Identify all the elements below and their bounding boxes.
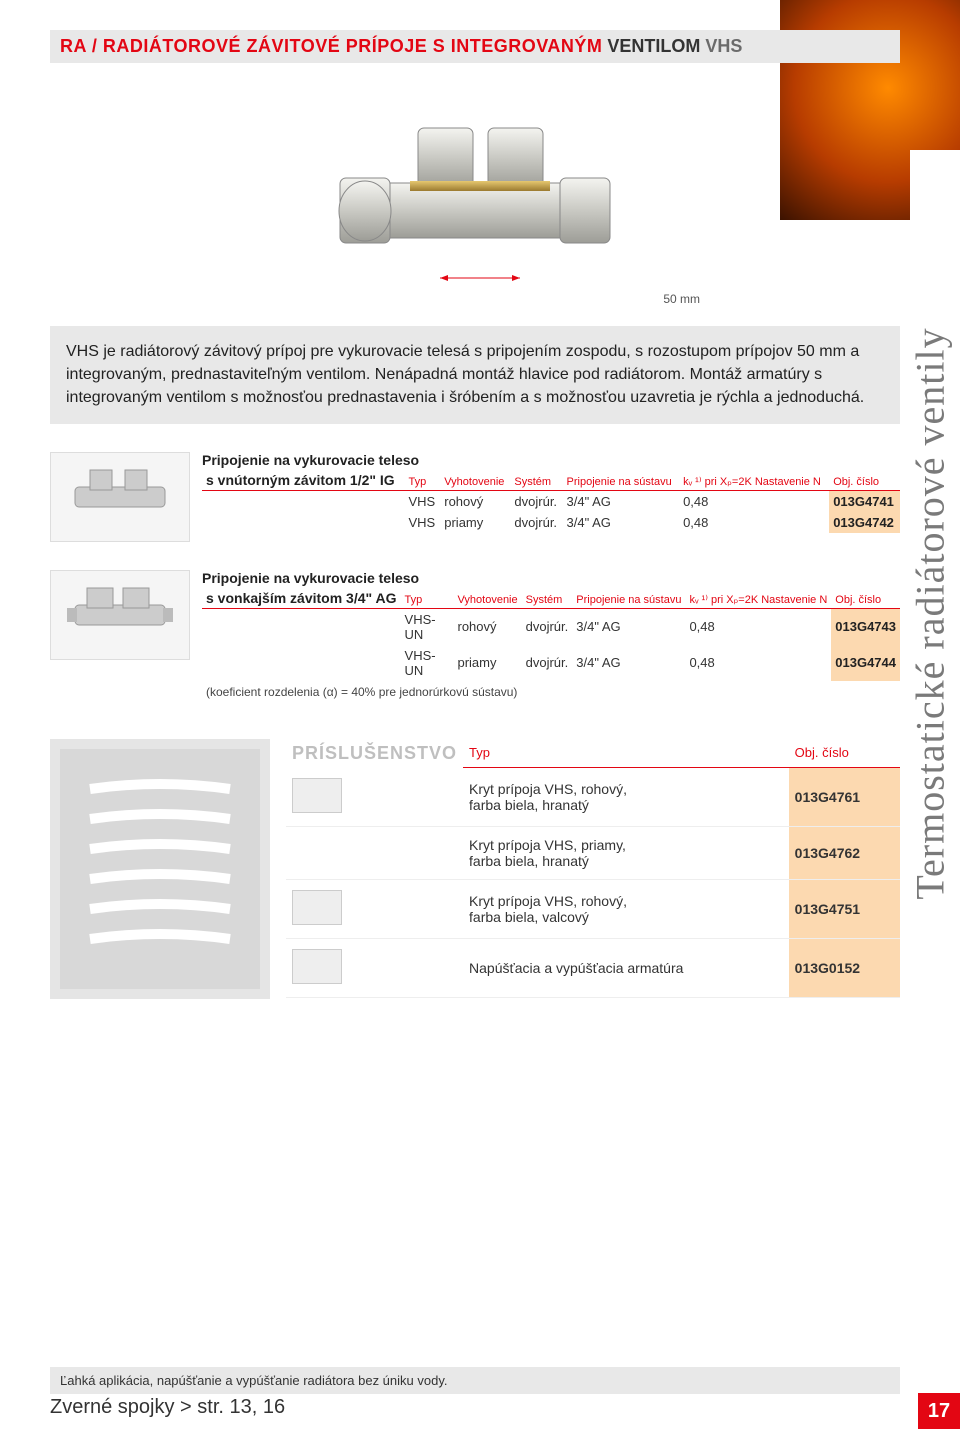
- section2-title-line2: s vonkajším závitom 3/4" AG: [202, 588, 401, 609]
- description-text: VHS je radiátorový závitový prípoj pre v…: [50, 326, 900, 424]
- section1-table: s vnútorným závitom 1/2" IG Typ Vyhotove…: [202, 470, 900, 533]
- col-vyhotovenie: Vyhotovenie: [440, 470, 510, 491]
- accessory-icon: [292, 778, 342, 813]
- acc-col-obj: Obj. číslo: [789, 739, 900, 768]
- col-pripojenie: Pripojenie na sústavu: [572, 588, 685, 609]
- side-tab-label: Termostatické radiátorové ventily: [907, 204, 954, 1024]
- table-row: Kryt prípoja VHS, priamy, farba biela, h…: [286, 826, 900, 879]
- section-external-thread: Pripojenie na vykurovacie teleso s vonka…: [50, 570, 900, 699]
- page-title-bar: RA / RADIÁTOROVÉ ZÁVITOVÉ PRÍPOJE S INTE…: [50, 30, 900, 63]
- section1-title-line2: s vnútorným závitom 1/2" IG: [202, 470, 405, 491]
- product-hero-image: [300, 93, 650, 313]
- footer-note: Ľahká aplikácia, napúšťanie a vypúšťanie…: [50, 1367, 900, 1394]
- section2-thumb: [50, 570, 190, 660]
- table-row: VHS rohový dvojrúr. 3/4" AG 0,48 013G474…: [202, 490, 900, 512]
- hero-image-area: 50 mm: [50, 73, 900, 316]
- table-row: Kryt prípoja VHS, rohový, farba biela, v…: [286, 879, 900, 938]
- title-prefix: RA /: [60, 36, 103, 56]
- accessories-section: PRÍSLUŠENSTVO Typ Obj. číslo Kryt prípoj…: [50, 739, 900, 999]
- col-kv: kᵥ ¹⁾ pri Xₚ=2K Nastavenie N: [685, 588, 831, 609]
- dimension-label: 50 mm: [663, 292, 700, 306]
- section1-title-line1: Pripojenie na vykurovacie teleso: [202, 452, 900, 468]
- table-row: Kryt prípoja VHS, rohový, farba biela, h…: [286, 768, 900, 827]
- col-typ: Typ: [401, 588, 454, 609]
- col-vyhotovenie: Vyhotovenie: [453, 588, 521, 609]
- section-internal-thread: Pripojenie na vykurovacie teleso s vnúto…: [50, 452, 900, 542]
- col-pripojenie: Pripojenie na sústavu: [563, 470, 680, 491]
- col-system: Systém: [522, 588, 573, 609]
- col-obj: Obj. číslo: [829, 470, 900, 491]
- accessory-icon: [292, 949, 342, 984]
- footer-link: Zverné spojky > str. 13, 16: [50, 1396, 900, 1419]
- section2-footnote: (koeficient rozdelenia (α) = 40% pre jed…: [202, 681, 900, 699]
- title-suffix: VHS: [705, 36, 742, 56]
- table-row: VHS-UN rohový dvojrúr. 3/4" AG 0,48 013G…: [202, 608, 900, 645]
- accessory-icon: [292, 890, 342, 925]
- accessories-photo: [50, 739, 270, 999]
- valve-illustration: [300, 93, 650, 313]
- accessories-table: PRÍSLUŠENSTVO Typ Obj. číslo Kryt prípoj…: [286, 739, 900, 998]
- page-number: 17: [918, 1393, 960, 1429]
- acc-col-typ: Typ: [463, 739, 789, 768]
- title-mid: VENTILOM: [602, 36, 705, 56]
- title-main: RADIÁTOROVÉ ZÁVITOVÉ PRÍPOJE S INTEGROVA…: [103, 36, 603, 56]
- section2-title-line1: Pripojenie na vykurovacie teleso: [202, 570, 900, 586]
- table-row: VHS priamy dvojrúr. 3/4" AG 0,48 013G474…: [202, 512, 900, 533]
- col-obj: Obj. číslo: [831, 588, 900, 609]
- table-row: Napúšťacia a vypúšťacia armatúra 013G015…: [286, 938, 900, 997]
- section1-thumb: [50, 452, 190, 542]
- accessories-label: PRÍSLUŠENSTVO: [292, 743, 457, 764]
- side-tab: Termostatické radiátorové ventily: [910, 150, 960, 1070]
- col-kv: kᵥ ¹⁾ pri Xₚ=2K Nastavenie N: [679, 470, 829, 491]
- section2-table: s vonkajším závitom 3/4" AG Typ Vyhotove…: [202, 588, 900, 681]
- col-system: Systém: [510, 470, 562, 491]
- table-row: VHS-UN priamy dvojrúr. 3/4" AG 0,48 013G…: [202, 645, 900, 681]
- footer: Ľahká aplikácia, napúšťanie a vypúšťanie…: [50, 1367, 900, 1419]
- col-typ: Typ: [405, 470, 441, 491]
